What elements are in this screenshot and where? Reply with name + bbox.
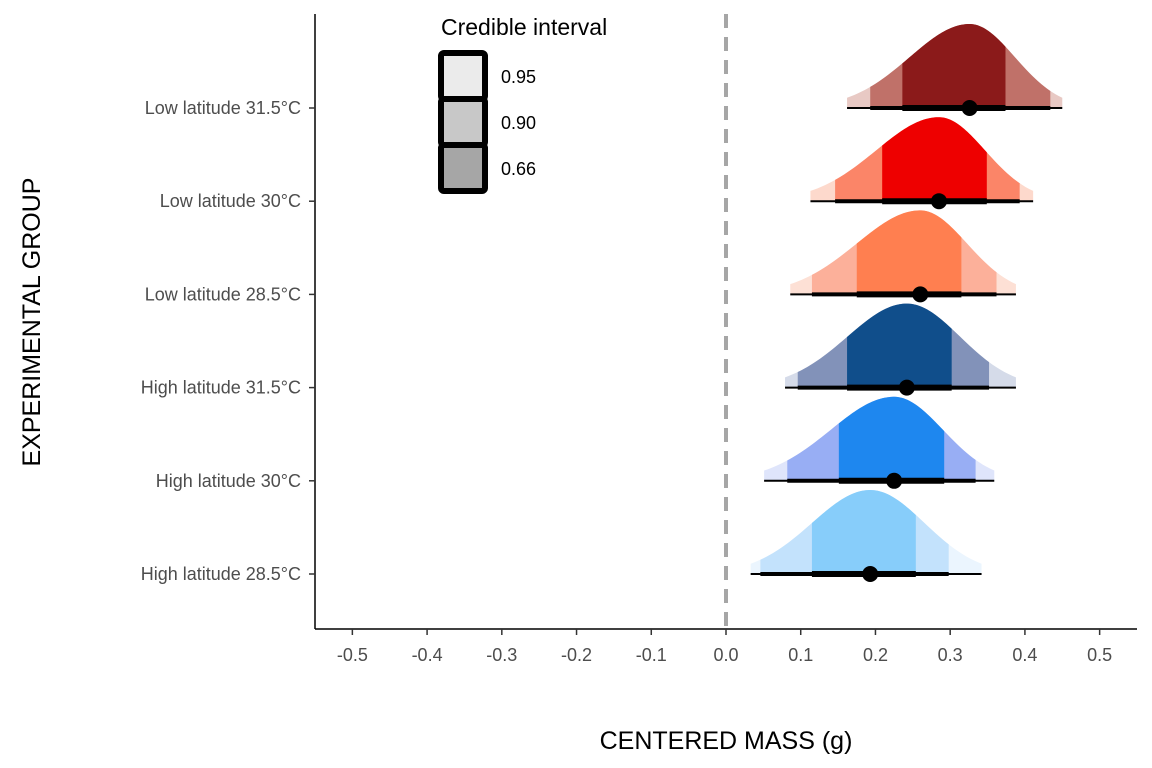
legend-label-0.95: 0.95 <box>501 67 536 87</box>
x-tick-label: -0.2 <box>561 645 592 665</box>
y-tick-label-low-latitude-30-c: Low latitude 30°C <box>160 191 301 211</box>
x-tick-label: 0.2 <box>863 645 888 665</box>
legend-key-0.95 <box>438 50 488 102</box>
point-estimate-low-latitude-28-5-c <box>912 286 929 303</box>
density-ci66-high-latitude-30-c <box>838 396 945 481</box>
legend-label-0.66: 0.66 <box>501 159 536 179</box>
y-tick-label-high-latitude-30-c: High latitude 30°C <box>156 471 301 491</box>
density-ci66-high-latitude-31-5-c <box>847 303 952 388</box>
point-estimate-low-latitude-31-5-c <box>961 100 978 116</box>
density-layer <box>750 24 1063 574</box>
legend-title: Credible interval <box>441 14 607 40</box>
x-tick-label: -0.5 <box>337 645 368 665</box>
legend-key-0.90 <box>438 96 488 148</box>
x-tick-label: 0.1 <box>788 645 813 665</box>
y-tick-label-low-latitude-28-5-c: Low latitude 28.5°C <box>145 284 301 304</box>
density-ci66-low-latitude-28-5-c <box>856 210 962 295</box>
x-tick-label: -0.1 <box>636 645 667 665</box>
point-estimate-high-latitude-28-5-c <box>862 566 879 582</box>
density-ci66-low-latitude-31-5-c <box>902 24 1006 108</box>
density-ci66-high-latitude-28-5-c <box>811 490 916 574</box>
point-estimate-low-latitude-30-c <box>930 193 947 210</box>
y-tick-label-high-latitude-31-5-c: High latitude 31.5°C <box>141 378 301 398</box>
density-ci66-low-latitude-30-c <box>882 117 987 202</box>
point-estimate-high-latitude-31-5-c <box>898 379 915 396</box>
y-axis-title: EXPERIMENTAL GROUP <box>18 178 46 467</box>
legend: Credible interval 0.95 0.90 0.66 <box>438 14 607 194</box>
y-tick-label-low-latitude-31-5-c: Low latitude 31.5°C <box>145 98 301 118</box>
y-axis-ticks: Low latitude 31.5°C Low latitude 30°C Low … <box>141 98 315 584</box>
x-tick-label: 0.0 <box>713 645 738 665</box>
x-tick-label: 0.5 <box>1087 645 1112 665</box>
x-tick-label: 0.4 <box>1012 645 1037 665</box>
x-tick-label: -0.3 <box>486 645 517 665</box>
x-tick-label: -0.4 <box>412 645 443 665</box>
x-axis-title: CENTERED MASS (g) <box>600 727 853 755</box>
legend-key-0.66 <box>438 142 488 194</box>
legend-label-0.90: 0.90 <box>501 113 536 133</box>
x-tick-label: 0.3 <box>938 645 963 665</box>
point-estimate-high-latitude-30-c <box>886 472 903 489</box>
y-tick-label-high-latitude-28-5-c: High latitude 28.5°C <box>141 564 301 584</box>
interval-layer <box>750 100 1063 582</box>
x-axis-ticks: -0.5 -0.4 -0.3 -0.2 -0.1 0.0 0.1 0.2 0.3 0.4 0.5 <box>337 629 1112 665</box>
